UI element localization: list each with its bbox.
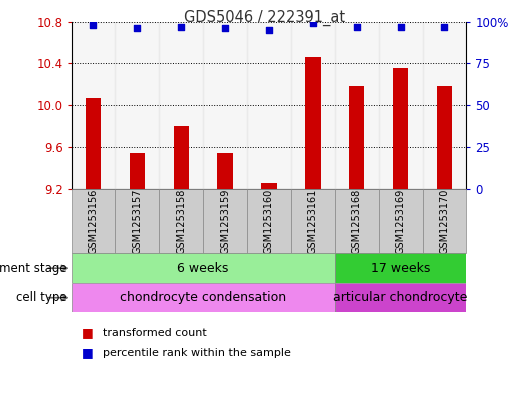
- Text: GSM1253170: GSM1253170: [439, 188, 449, 254]
- Text: GSM1253158: GSM1253158: [176, 188, 186, 254]
- Bar: [160, 22, 203, 189]
- Text: articular chondrocyte: articular chondrocyte: [333, 291, 468, 304]
- Text: GSM1253156: GSM1253156: [89, 188, 99, 254]
- Text: 17 weeks: 17 weeks: [371, 262, 430, 275]
- Bar: [116, 22, 160, 189]
- Bar: [72, 22, 116, 189]
- Text: GDS5046 / 222391_at: GDS5046 / 222391_at: [184, 10, 346, 26]
- Bar: [203, 22, 247, 189]
- Bar: [422, 22, 466, 189]
- Bar: [422, 189, 466, 253]
- Bar: [291, 22, 335, 189]
- Bar: [335, 189, 378, 253]
- Text: GSM1253169: GSM1253169: [395, 188, 405, 254]
- Bar: [72, 253, 335, 283]
- Bar: [335, 22, 378, 189]
- Text: ■: ■: [82, 346, 94, 359]
- Point: [308, 20, 317, 26]
- Bar: [349, 86, 365, 189]
- Text: chondrocyte condensation: chondrocyte condensation: [120, 291, 286, 304]
- Bar: [203, 189, 247, 253]
- Point: [440, 24, 449, 30]
- Bar: [130, 153, 145, 189]
- Text: GSM1253159: GSM1253159: [220, 188, 230, 254]
- Bar: [335, 253, 466, 283]
- Text: 6 weeks: 6 weeks: [178, 262, 229, 275]
- Bar: [291, 189, 335, 253]
- Point: [133, 25, 142, 31]
- Bar: [437, 86, 452, 189]
- Bar: [72, 189, 116, 253]
- Text: cell type: cell type: [15, 291, 66, 304]
- Bar: [378, 189, 422, 253]
- Point: [89, 22, 98, 28]
- Bar: [305, 57, 321, 189]
- Text: ■: ■: [82, 326, 94, 340]
- Bar: [160, 189, 203, 253]
- Point: [264, 27, 273, 33]
- Bar: [247, 189, 291, 253]
- Bar: [173, 126, 189, 189]
- Bar: [335, 283, 466, 312]
- Bar: [393, 68, 408, 189]
- Text: development stage: development stage: [0, 262, 66, 275]
- Text: GSM1253160: GSM1253160: [264, 188, 274, 254]
- Point: [221, 25, 229, 31]
- Point: [396, 24, 405, 30]
- Bar: [217, 153, 233, 189]
- Text: GSM1253157: GSM1253157: [132, 188, 143, 254]
- Bar: [247, 22, 291, 189]
- Bar: [261, 184, 277, 189]
- Text: GSM1253168: GSM1253168: [352, 188, 361, 254]
- Bar: [86, 98, 101, 189]
- Bar: [116, 189, 160, 253]
- Text: GSM1253161: GSM1253161: [308, 188, 318, 254]
- Bar: [72, 283, 335, 312]
- Bar: [378, 22, 422, 189]
- Point: [352, 24, 361, 30]
- Text: transformed count: transformed count: [103, 328, 207, 338]
- Text: percentile rank within the sample: percentile rank within the sample: [103, 347, 291, 358]
- Point: [177, 24, 186, 30]
